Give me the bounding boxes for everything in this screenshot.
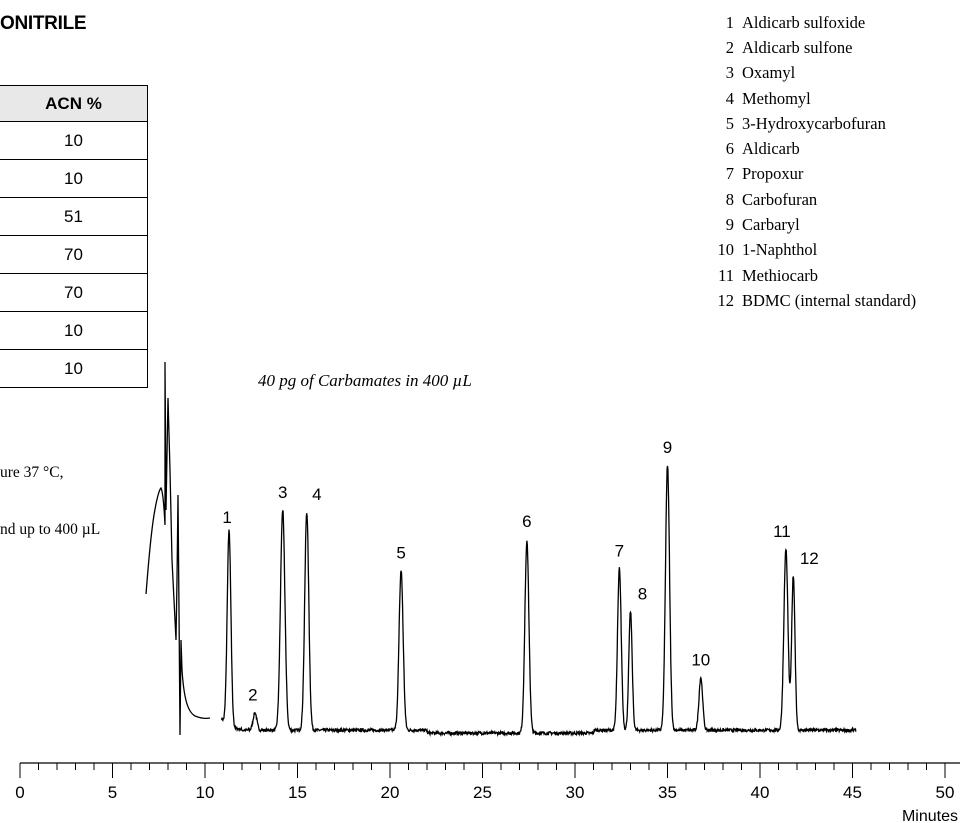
peak-label-11: 11 — [773, 522, 791, 541]
peak-label-10: 10 — [691, 651, 710, 670]
legend-number: 7 — [725, 164, 734, 184]
peak-label-2: 2 — [248, 686, 257, 705]
x-tick-label: 50 — [936, 783, 955, 802]
conditions-text: ure 37 °C, nd up to 400 µL — [0, 425, 100, 558]
x-axis: 0 5 10 15 20 25 30 35 40 45 50 Minutes — [15, 762, 960, 823]
legend-item: 9 Carbaryl — [706, 212, 916, 237]
legend-item: 11 Methiocarb — [706, 263, 916, 288]
legend-item: 6 Aldicarb — [706, 136, 916, 161]
x-tick-label: 25 — [473, 783, 492, 802]
x-tick-label: 45 — [843, 783, 862, 802]
peak-label-12: 12 — [800, 549, 819, 568]
legend-item: 7 Propoxur — [706, 162, 916, 187]
table-cell: 70 — [0, 274, 148, 312]
legend-name: BDMC (internal standard) — [742, 290, 917, 310]
legend-name: Carbofuran — [742, 189, 818, 209]
legend-name: Methiocarb — [742, 265, 819, 285]
chart-subtitle: 40 pg of Carbamates in 400 µL — [258, 371, 472, 390]
x-tick-label: 30 — [566, 783, 585, 802]
peak-label-6: 6 — [522, 512, 531, 531]
legend-item: 8 Carbofuran — [706, 187, 916, 212]
x-axis-title: Minutes — [902, 808, 958, 823]
legend-item: 1 Aldicarb sulfoxide — [706, 10, 916, 35]
legend-number: 8 — [725, 189, 734, 209]
gradient-table: ACN % 10 10 51 70 70 10 10 — [0, 85, 148, 388]
legend-item: 3 Oxamyl — [706, 61, 916, 86]
conditions-line: nd up to 400 µL — [0, 521, 101, 538]
peak-label-7: 7 — [615, 541, 624, 560]
legend-number: 12 — [717, 290, 735, 310]
x-tick-label: 20 — [381, 783, 400, 802]
table-header-acn: ACN % — [0, 85, 148, 122]
peak-label-4: 4 — [312, 485, 321, 504]
peak-label-1: 1 — [222, 508, 231, 527]
legend-number: 11 — [718, 265, 734, 285]
table-cell: 10 — [0, 122, 148, 160]
legend-name: Oxamyl — [742, 63, 796, 83]
legend-name: Aldicarb sulfone — [742, 37, 853, 57]
chromatogram-line — [221, 465, 857, 738]
legend-number: 9 — [725, 215, 734, 235]
page-title: ONITRILE — [0, 13, 87, 34]
table-cell: 10 — [0, 312, 148, 350]
peak-label-5: 5 — [396, 543, 405, 562]
x-tick-label: 40 — [751, 783, 770, 802]
legend-name: 1-Naphthol — [742, 240, 818, 260]
legend-number: 1 — [725, 12, 734, 32]
legend-item: 2 Aldicarb sulfone — [706, 35, 916, 60]
legend-name: Carbaryl — [742, 215, 800, 235]
table-cell: 70 — [0, 236, 148, 274]
x-tick-label: 0 — [15, 783, 24, 802]
legend-item: 5 3-Hydroxycarbofuran — [706, 111, 916, 136]
legend-name: Aldicarb sulfoxide — [742, 12, 866, 32]
legend-item: 12 BDMC (internal standard) — [706, 288, 917, 313]
legend-item: 10 1-Naphthol — [706, 238, 916, 263]
legend-number: 2 — [725, 37, 734, 57]
legend-name: Methomyl — [742, 88, 811, 108]
legend-number: 5 — [725, 113, 734, 133]
solvent-front-trace — [145, 361, 211, 736]
table-cell: 10 — [0, 350, 148, 388]
chromatogram-trace-group — [145, 361, 857, 738]
peak-label-9: 9 — [663, 438, 672, 457]
table-cell: 51 — [0, 198, 148, 236]
x-tick-label: 15 — [288, 783, 307, 802]
legend-number: 4 — [725, 88, 734, 108]
x-tick-label: 35 — [658, 783, 677, 802]
legend-name: Propoxur — [742, 164, 804, 184]
peak-label-8: 8 — [638, 584, 647, 603]
conditions-line: ure 37 °C, — [0, 464, 64, 481]
x-tick-label: 10 — [196, 783, 215, 802]
table-cell: 10 — [0, 160, 148, 198]
legend-number: 10 — [717, 240, 735, 260]
legend-number: 3 — [725, 63, 734, 83]
legend-name: 3-Hydroxycarbofuran — [742, 113, 886, 133]
legend-name: Aldicarb — [742, 139, 800, 159]
legend-item: 4 Methomyl — [706, 86, 916, 111]
legend-number: 6 — [725, 139, 734, 159]
peak-label-3: 3 — [278, 483, 287, 502]
x-tick-label: 5 — [108, 783, 117, 802]
